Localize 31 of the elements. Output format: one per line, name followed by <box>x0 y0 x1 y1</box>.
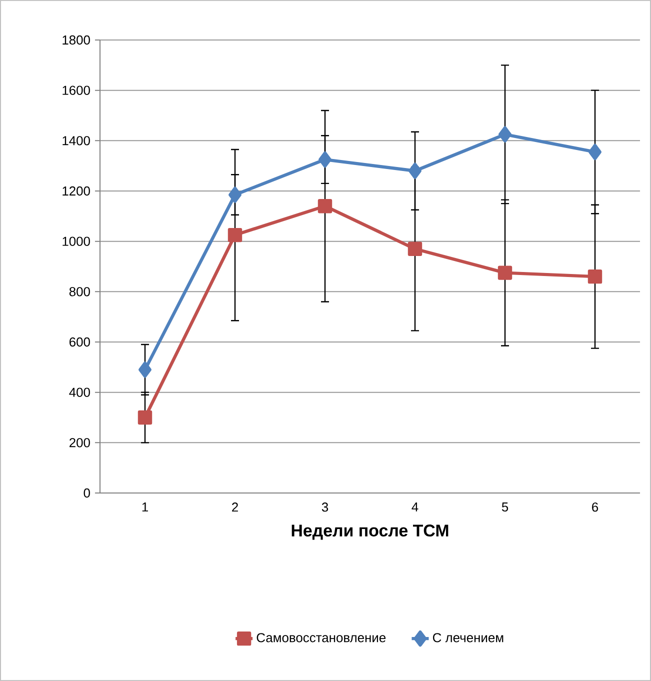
point <box>228 186 242 203</box>
point <box>498 126 512 142</box>
point <box>408 162 422 179</box>
x-tick-label: 3 <box>322 502 328 512</box>
legend-label: С лечением <box>432 633 504 642</box>
point <box>588 144 602 160</box>
y-tick-label: 1800 <box>62 35 90 45</box>
y-tick-label: 800 <box>69 287 90 296</box>
x-tick-label: 5 <box>502 502 508 512</box>
x-tick-label: 1 <box>142 502 148 512</box>
x-tick-label: 4 <box>412 502 418 512</box>
point <box>498 266 512 280</box>
point <box>588 269 602 284</box>
y-tick-label: 0 <box>84 488 90 498</box>
x-tick-label: 2 <box>232 502 238 512</box>
y-tick-label: 1200 <box>62 186 90 196</box>
point <box>318 199 332 214</box>
y-tick-label: 1600 <box>62 86 90 95</box>
y-tick-label: 600 <box>70 337 90 347</box>
x-tick-label: 6 <box>592 502 598 512</box>
point <box>408 242 422 256</box>
legend-label: Самовосстановление <box>256 633 386 642</box>
point <box>318 151 332 168</box>
x-axis-title: Недели после ТСМ <box>292 524 448 540</box>
point <box>138 362 152 378</box>
point <box>138 410 152 425</box>
point <box>228 228 242 242</box>
y-tick-label: 200 <box>70 438 90 448</box>
y-tick-label: 400 <box>69 388 90 397</box>
y-tick-label: 1000 <box>62 236 90 246</box>
y-tick-label: 1400 <box>62 136 90 146</box>
